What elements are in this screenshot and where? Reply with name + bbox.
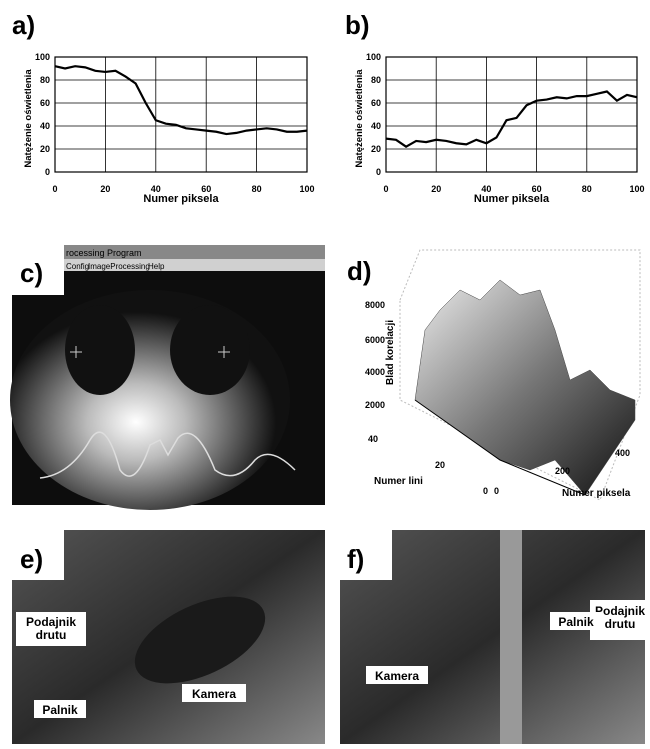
plot-frame [386, 57, 637, 172]
panel-label: c) [20, 258, 43, 288]
image [10, 290, 290, 510]
menu-item: ImageProcessing [88, 262, 150, 271]
x-tick-label: 20 [100, 184, 110, 194]
z-tick: 2000 [365, 400, 385, 410]
y-tick-label: 80 [40, 75, 50, 85]
image [170, 305, 250, 395]
x-tick-label: 0 [52, 184, 57, 194]
y-tick-label: 100 [35, 52, 50, 62]
y-tick-label: 0 [45, 167, 50, 177]
x-tick-label: 20 [431, 184, 441, 194]
x-tick-label: 80 [252, 184, 262, 194]
x-axis-label: Numer piksela [143, 193, 219, 205]
x-tick: 0 [494, 486, 499, 496]
surface [415, 280, 635, 495]
y-axis-label: Natężenie oświetlenia [354, 69, 365, 168]
y-label: Numer lini [374, 476, 423, 487]
y-tick-label: 20 [40, 144, 50, 154]
y-tick: 0 [483, 486, 488, 496]
annotation: Kamera [375, 669, 419, 683]
z-tick: 8000 [365, 300, 385, 310]
panel-d: Blad korelacji 8000 6000 4000 2000 40 20… [347, 250, 640, 500]
y-tick-label: 20 [371, 144, 381, 154]
y-tick-label: 100 [366, 52, 381, 62]
x-tick-label: 80 [582, 184, 592, 194]
panel-label: d) [347, 256, 372, 286]
x-tick-label: 100 [299, 184, 314, 194]
z-tick: 4000 [365, 367, 385, 377]
y-tick-label: 80 [371, 75, 381, 85]
plot-frame [55, 57, 307, 172]
z-tick: 6000 [365, 335, 385, 345]
window-title: rocessing Program [66, 248, 142, 258]
y-tick-label: 40 [40, 121, 50, 131]
x-tick-label: 0 [383, 184, 388, 194]
photo [500, 530, 522, 744]
y-tick: 20 [435, 460, 445, 470]
annotation: Palnik [558, 615, 594, 629]
figure: a) 0 20 40 60 80 100 0 20 40 60 80 100 Numer piksela N… [0, 0, 650, 744]
panel-label: b) [345, 10, 370, 40]
y-tick-label: 40 [371, 121, 381, 131]
y-tick-label: 60 [371, 98, 381, 108]
panel-label: e) [20, 544, 43, 574]
panel-label: f) [347, 544, 364, 574]
x-label: Numer piksela [562, 488, 631, 499]
annotation: Kamera [192, 687, 236, 701]
menu-item: Help [148, 262, 165, 271]
y-tick: 40 [368, 434, 378, 444]
line [55, 66, 307, 134]
y-tick-label: 0 [376, 167, 381, 177]
panel-label: a) [12, 10, 35, 40]
x-tick: 400 [615, 448, 630, 458]
line [386, 92, 637, 147]
annotation: Palnik [42, 703, 78, 717]
x-tick: 200 [555, 466, 570, 476]
y-axis-label: Natężenie oświetlenia [23, 69, 34, 168]
x-tick-label: 100 [629, 184, 644, 194]
z-label: Blad korelacji [385, 320, 396, 385]
y-tick-label: 60 [40, 98, 50, 108]
panel-c: rocessing Program Config ImageProcessing… [10, 245, 325, 510]
charts: a) 0 20 40 60 80 100 0 20 40 60 80 100 Numer piksela N… [12, 10, 645, 205]
menu-item: Config [66, 262, 89, 271]
x-axis-label: Numer piksela [474, 193, 550, 205]
